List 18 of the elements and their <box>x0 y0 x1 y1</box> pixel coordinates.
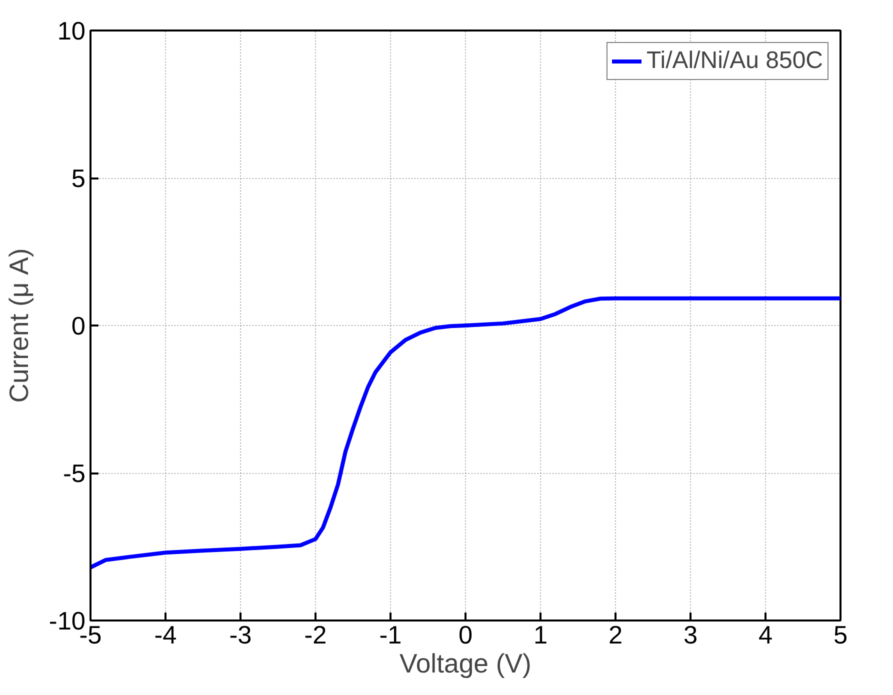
x-axis-title: Voltage (V) <box>400 648 532 678</box>
x-tick-label: -3 <box>229 622 252 650</box>
x-tick-label: 4 <box>758 622 773 650</box>
x-tick-label: -2 <box>304 622 327 650</box>
x-tick-label: 3 <box>683 622 698 650</box>
x-tick-label: 0 <box>458 622 473 650</box>
x-tick-label: -1 <box>379 622 402 650</box>
y-tick-label: 5 <box>71 165 86 193</box>
y-axis-title: Current (μ A) <box>4 248 34 403</box>
y-tick-label: 10 <box>57 18 86 46</box>
x-tick-label: 1 <box>533 622 548 650</box>
line-series <box>90 296 840 570</box>
y-tick-label: -5 <box>62 460 86 488</box>
x-tick-label: 2 <box>608 622 623 650</box>
legend-label: Ti/Al/Ni/Au 850C <box>646 47 823 75</box>
x-tick-label: 5 <box>833 622 848 650</box>
x-tick-label: -4 <box>154 622 177 650</box>
y-tick-label: 0 <box>71 312 86 340</box>
